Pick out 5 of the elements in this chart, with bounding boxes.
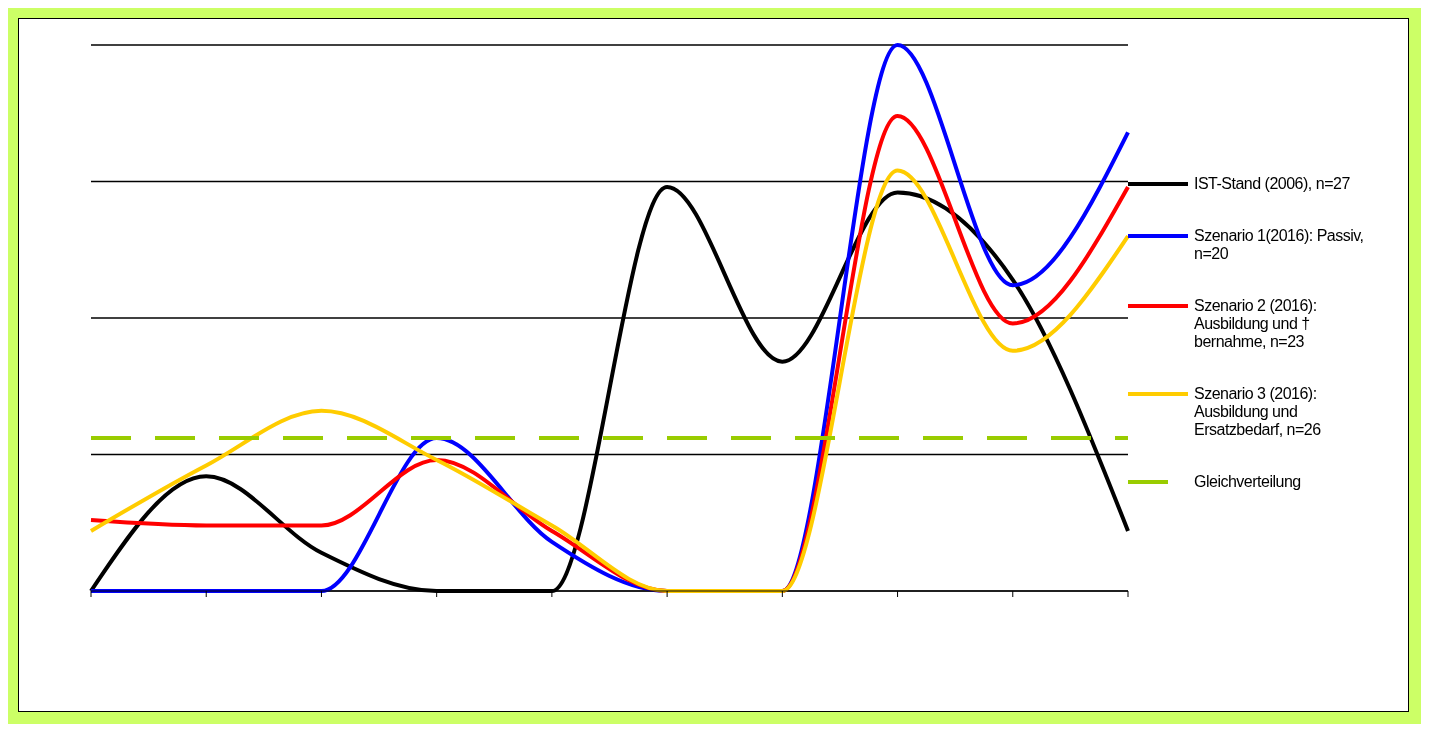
legend-label: Szenario 3 (2016): Ausbildung und Ersatzbedarf, n=26 [1194,385,1322,439]
legend-label: Gleichverteilung [1194,473,1302,491]
legend-label: IST-Stand (2006), n=27 [1194,175,1351,193]
legend-label: Szenario 2 (2016): Ausbildung und † bernahme, n=23 [1194,297,1318,351]
legend-label: Szenario 1(2016): Passiv, n=20 [1194,227,1364,263]
